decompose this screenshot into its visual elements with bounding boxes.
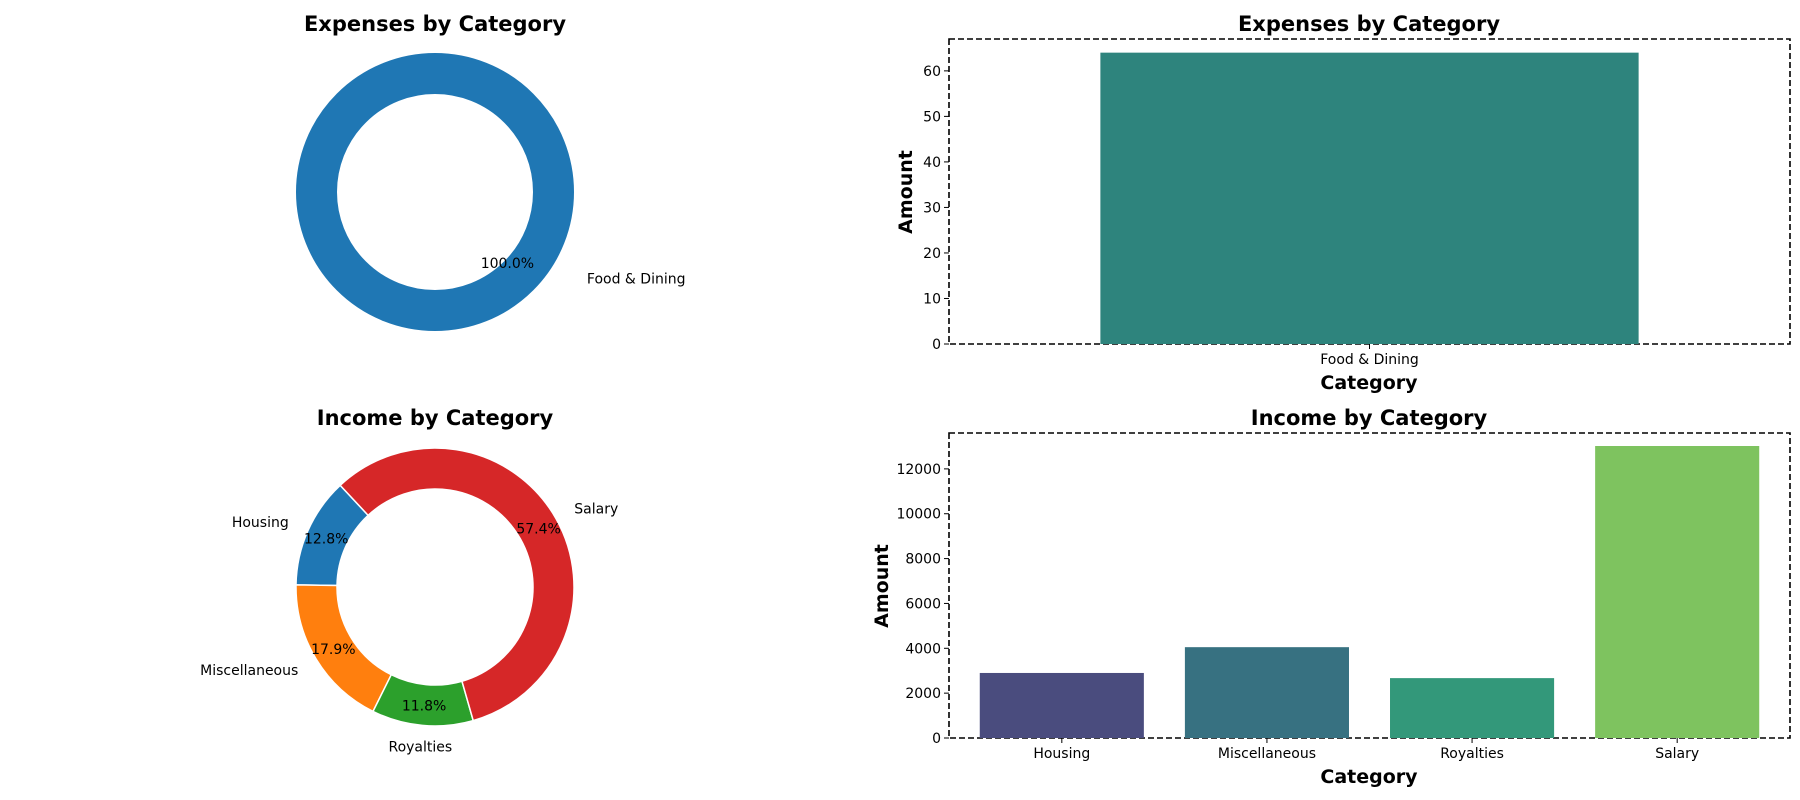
expense-donut-title: Expenses by Category <box>304 12 566 36</box>
percent-label-royalties: 11.8% <box>402 698 446 714</box>
donut-slice-salary <box>339 447 575 722</box>
expense-donut-chart: 100.0% Food & Dining <box>296 53 686 331</box>
income-donut-chart: 12.8% Housing 17.9% Miscellaneous 11.8% Royal… <box>200 447 618 755</box>
category-label-food-dining: Food & Dining <box>587 271 686 287</box>
category-label-miscellaneous: Miscellaneous <box>200 663 298 679</box>
x-axis-label: Category <box>1320 372 1418 394</box>
y-tick-label: 4000 <box>905 641 941 657</box>
x-tick-label-royalties: Royalties <box>1440 746 1504 762</box>
category-label-salary: Salary <box>574 501 618 517</box>
x-tick-label-food-dining: Food & Dining <box>1320 352 1419 368</box>
bar-housing <box>979 672 1144 738</box>
y-axis-label: Amount <box>871 544 893 628</box>
y-tick-label: 0 <box>932 731 941 747</box>
percent-label-miscellaneous: 17.9% <box>311 642 355 658</box>
y-tick-label: 2000 <box>905 686 941 702</box>
y-tick-label: 8000 <box>905 552 941 568</box>
percent-label-housing: 12.8% <box>304 532 348 548</box>
x-axis-label: Category <box>1320 766 1418 788</box>
bar-royalties <box>1390 678 1555 738</box>
bar-food-dining <box>1100 52 1639 345</box>
y-tick-label: 6000 <box>905 596 941 612</box>
income-bar-chart: Category Amount Housing Miscellaneous Roya… <box>871 432 1791 788</box>
y-tick-label: 50 <box>923 109 941 125</box>
category-label-housing: Housing <box>232 515 289 531</box>
category-label-royalties: Royalties <box>388 739 452 755</box>
expense-bar-title: Expenses by Category <box>1238 12 1500 36</box>
x-tick-label-salary: Salary <box>1655 746 1699 762</box>
x-tick-label-miscellaneous: Miscellaneous <box>1218 746 1316 762</box>
expense-bar-chart: Category Amount Food & Dining 0 10 20 30 40 50… <box>895 38 1791 394</box>
income-donut-title: Income by Category <box>317 406 554 430</box>
y-tick-label: 10000 <box>896 507 941 523</box>
percent-label-food-dining: 100.0% <box>481 256 534 272</box>
x-tick-label-housing: Housing <box>1033 746 1090 762</box>
donut-slice-food-dining <box>296 53 574 331</box>
plot-frame <box>948 432 1791 739</box>
y-tick-label: 20 <box>923 246 941 262</box>
income-bar-title: Income by Category <box>1251 406 1488 430</box>
percent-label-salary: 57.4% <box>516 521 560 537</box>
y-tick-label: 40 <box>923 155 941 171</box>
y-tick-label: 60 <box>923 64 941 80</box>
y-tick-label: 0 <box>932 337 941 353</box>
bar-miscellaneous <box>1184 647 1349 738</box>
y-tick-label: 10 <box>923 291 941 307</box>
y-tick-label: 12000 <box>896 462 941 478</box>
bar-salary <box>1595 446 1760 738</box>
y-tick-label: 30 <box>923 200 941 216</box>
y-axis-label: Amount <box>895 150 917 234</box>
